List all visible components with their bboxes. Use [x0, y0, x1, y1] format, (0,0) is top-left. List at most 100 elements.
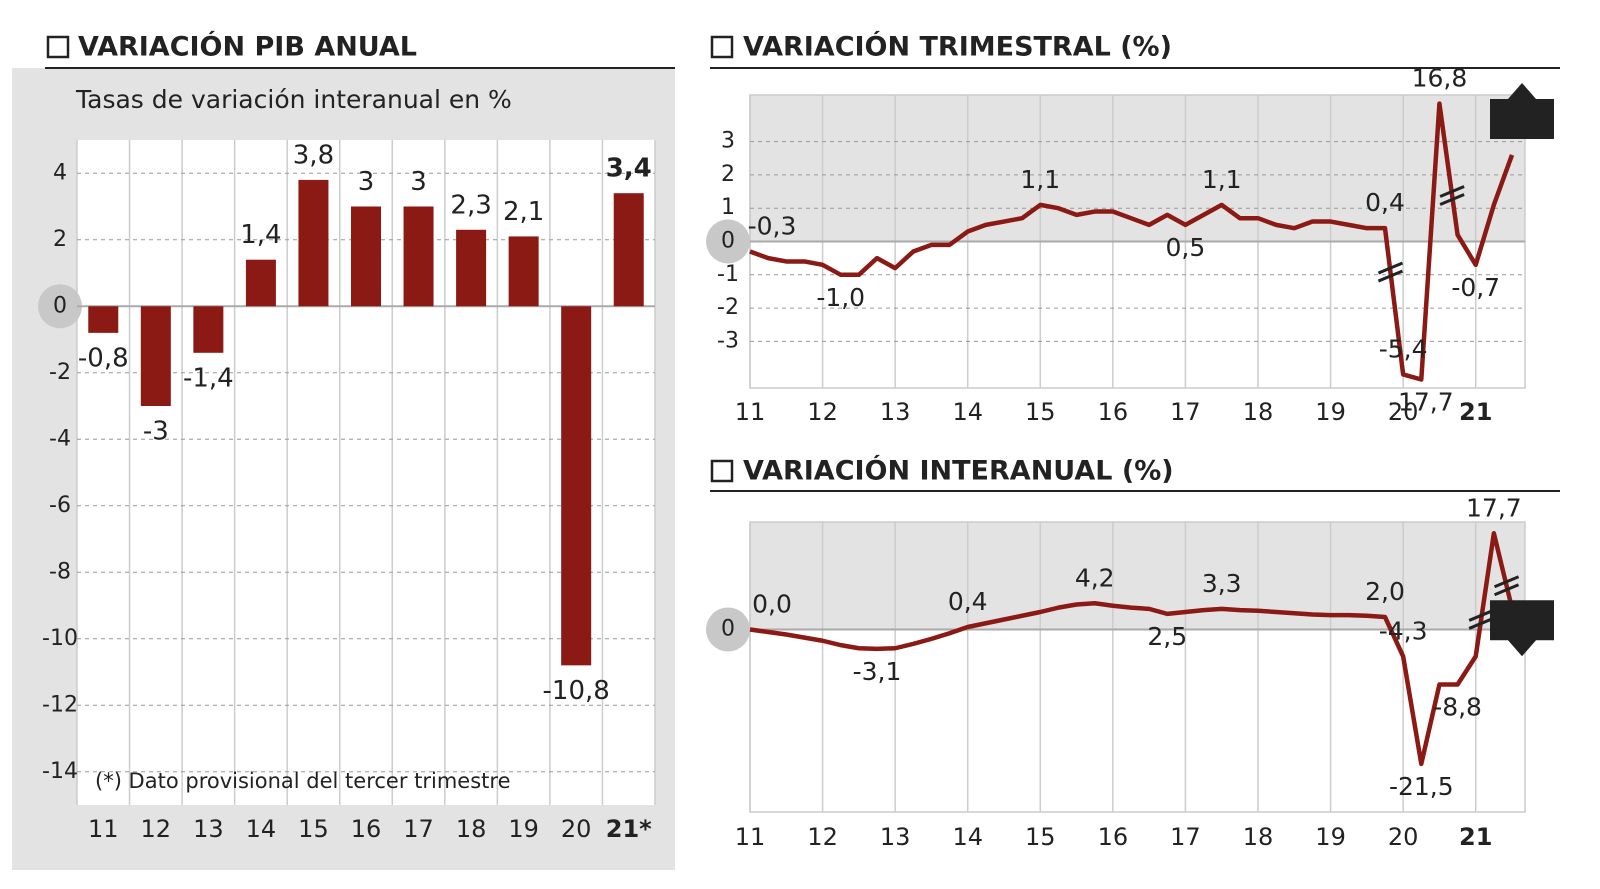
value-label: 2,0: [1365, 577, 1405, 606]
x-tick-label: 15: [1025, 398, 1056, 426]
y-tick-label: 2: [721, 162, 735, 187]
x-tick-label: 16: [1098, 823, 1129, 851]
x-tick-label: 18: [1243, 823, 1274, 851]
y-tick-label: -8: [49, 559, 71, 584]
value-label: 0,4: [1365, 188, 1405, 217]
value-label: 2,1: [503, 197, 544, 227]
zero-highlight: [38, 284, 82, 329]
bar: [613, 193, 644, 307]
y-tick-label: -4: [49, 426, 71, 451]
x-tick-label: 12: [141, 815, 172, 843]
value-label: -4,3: [1379, 616, 1428, 645]
y-tick-label: -2: [49, 360, 71, 385]
y-tick-label: 3: [721, 129, 735, 154]
x-tick-label: 12: [807, 398, 838, 426]
value-label: 16,8: [1412, 64, 1468, 93]
value-label: 3,3: [1202, 569, 1242, 598]
value-label: -5,4: [1379, 334, 1428, 363]
positive-zone: [750, 95, 1525, 242]
value-label: -0,7: [1451, 273, 1500, 302]
trend-badge: [1490, 600, 1554, 657]
y-tick-label: 0: [53, 293, 67, 318]
value-label: 0,4: [948, 587, 988, 616]
bar: [456, 229, 487, 307]
bar: [88, 306, 119, 333]
value-label: 0,5: [1166, 233, 1206, 262]
y-tick-label: -1: [717, 262, 739, 287]
y-tick-label: -6: [49, 493, 71, 518]
title-icon: [710, 35, 734, 59]
x-tick-label: 14: [246, 815, 277, 843]
axis-break: [1377, 269, 1404, 283]
value-label: 1,4: [240, 220, 281, 250]
bar: [245, 259, 276, 307]
value-label: 3,4: [1497, 606, 1547, 639]
value-label: 4,2: [1075, 563, 1115, 592]
value-label: 1,1: [1202, 165, 1242, 194]
value-label: -3,1: [853, 657, 902, 686]
x-tick-label: 13: [880, 823, 911, 851]
value-label: -10,8: [543, 676, 610, 706]
y-tick-label: -14: [42, 759, 78, 784]
bar: [298, 179, 329, 307]
x-tick-label: 16: [351, 815, 382, 843]
value-label: 1,1: [1020, 165, 1060, 194]
axis-break: [1377, 261, 1404, 275]
x-tick-label: 17: [1170, 398, 1201, 426]
chart-subtitle: Tasas de variación interanual en %: [75, 85, 512, 114]
x-tick-label: 18: [1243, 398, 1274, 426]
axis-break: [1439, 185, 1465, 198]
x-tick-label: 15: [298, 815, 329, 843]
x-tick-label: 12: [807, 823, 838, 851]
value-label: -0,3: [748, 211, 797, 240]
value-label: -3: [143, 417, 169, 447]
x-tick-label: 20: [1388, 398, 1419, 426]
axis-break: [1468, 609, 1494, 622]
positive-zone: [750, 522, 1525, 630]
value-label: -0,8: [78, 343, 129, 373]
value-label: 3,8: [293, 140, 334, 170]
axis-break: [1493, 583, 1520, 597]
x-tick-label: 11: [735, 398, 766, 426]
line: [749, 531, 1515, 767]
x-tick-label: 13: [880, 398, 911, 426]
x-tick-label: 19: [508, 815, 539, 843]
value-label: 2,3: [450, 190, 491, 220]
bar: [561, 306, 592, 666]
zero-highlight: [706, 607, 750, 652]
x-tick-label: 13: [193, 815, 224, 843]
value-label: -1,0: [816, 283, 865, 312]
value-label: -1,4: [183, 363, 234, 393]
x-tick-label: 17: [1170, 823, 1201, 851]
y-tick-label: 1: [721, 195, 735, 220]
x-tick-label: 19: [1315, 823, 1346, 851]
x-tick-label: 11: [88, 815, 119, 843]
x-tick-label: 11: [735, 823, 766, 851]
x-tick-label: 20: [1388, 823, 1419, 851]
bar: [140, 306, 171, 406]
y-tick-label: 2: [53, 227, 67, 252]
axis-break: [1468, 617, 1494, 630]
x-tick-label: 21*: [606, 815, 652, 843]
trend-badge: [1490, 82, 1554, 139]
line: [749, 101, 1515, 382]
value-label: 3: [410, 167, 427, 197]
value-label: 2,5: [1147, 622, 1187, 651]
x-tick-label: 20: [561, 815, 592, 843]
y-tick-label: -2: [717, 295, 739, 320]
y-tick-label: -3: [717, 328, 739, 353]
x-tick-label: 21: [1459, 823, 1492, 851]
bar: [351, 206, 381, 307]
zero-highlight: [706, 219, 750, 264]
x-tick-label: 17: [403, 815, 434, 843]
note: (*) Dato provisional del tercer trimestr…: [95, 769, 511, 793]
value-label: -17,7: [1389, 387, 1454, 416]
x-tick-label: 19: [1315, 398, 1346, 426]
value-label: 3,4: [606, 154, 652, 184]
value-label: 0,0: [752, 590, 792, 619]
x-tick-label: 15: [1025, 823, 1056, 851]
bar: [403, 206, 434, 307]
x-tick-label: 16: [1098, 398, 1129, 426]
x-tick-label: 18: [456, 815, 487, 843]
value-label: 2,6: [1497, 101, 1547, 134]
